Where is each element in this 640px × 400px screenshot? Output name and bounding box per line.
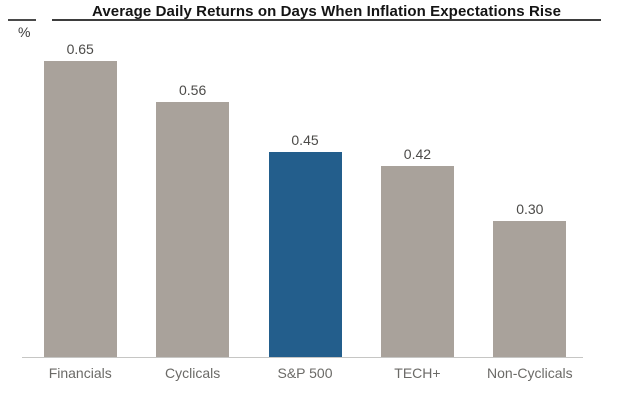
- bar-s-p-500: [268, 152, 342, 357]
- category-label-tech: TECH+: [394, 365, 441, 381]
- bar-non-cyclicals: [493, 220, 567, 357]
- bar-group-non-cyclicals: 0.30: [474, 202, 586, 357]
- bar-group-s-p-500: 0.45: [249, 133, 361, 357]
- plot-area: 0.65 0.56 0.45 0.42 0.30: [24, 0, 586, 357]
- bar-tech: [380, 166, 454, 357]
- bar-value-label-non-cyclicals: 0.30: [516, 200, 544, 217]
- category-label-non-cyclicals: Non-Cyclicals: [487, 365, 573, 381]
- bar-cyclicals: [156, 102, 230, 357]
- bar-group-cyclicals: 0.56: [136, 83, 248, 357]
- category-label-financials: Financials: [48, 365, 112, 381]
- bar-group-tech: 0.42: [361, 147, 473, 357]
- bar-value-label-cyclicals: 0.56: [178, 82, 207, 99]
- x-axis-line: [22, 357, 583, 358]
- bar-financials: [43, 61, 117, 357]
- category-label-cyclicals: Cyclicals: [164, 365, 221, 381]
- chart-title: Average Daily Returns on Days When Infla…: [91, 3, 562, 20]
- bar-value-label-tech: 0.42: [403, 146, 432, 162]
- title-underline: [52, 19, 601, 21]
- y-axis-unit-label: %: [18, 24, 31, 40]
- header-left-rule: [8, 19, 36, 21]
- bar-value-label-financials: 0.65: [66, 41, 94, 58]
- bar-value-label-s-p-500: 0.45: [291, 132, 319, 149]
- category-labels-row: Financials Cyclicals S&P 500 TECH+ Non-Cycli…: [24, 366, 586, 380]
- category-label-s-p-500: S&P 500: [277, 365, 333, 381]
- bar-group-financials: 0.65: [24, 42, 136, 357]
